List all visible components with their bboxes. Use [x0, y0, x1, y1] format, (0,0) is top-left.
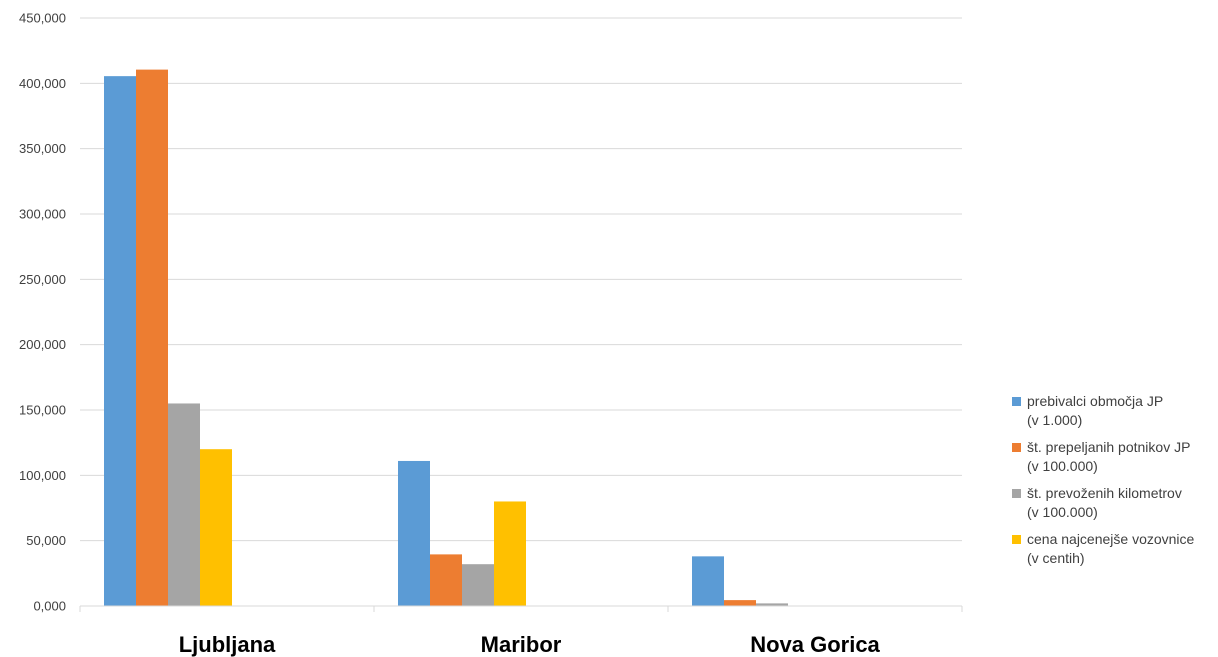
x-category-label: Ljubljana — [179, 632, 276, 657]
y-tick-label: 300,000 — [19, 207, 66, 222]
x-axis-category-labels: Ljubljana Maribor Nova Gorica — [179, 632, 881, 657]
bar — [430, 554, 462, 606]
legend-swatch — [1012, 489, 1021, 498]
y-tick-label: 350,000 — [19, 141, 66, 156]
y-tick-label: 100,000 — [19, 468, 66, 483]
y-tick-label: 400,000 — [19, 76, 66, 91]
bar — [692, 556, 724, 606]
y-tick-label: 450,000 — [19, 11, 66, 26]
y-axis-tick-labels: 0,000 50,000 100,000 150,000 200,000 250,000 3… — [19, 11, 66, 614]
bar — [168, 403, 200, 606]
legend-label: (v 1.000) — [1027, 412, 1082, 428]
y-tick-label: 250,000 — [19, 272, 66, 287]
y-tick-label: 0,000 — [33, 599, 66, 614]
y-tick-label: 50,000 — [26, 533, 66, 548]
legend-swatch — [1012, 443, 1021, 452]
bar — [724, 600, 756, 606]
legend-label: (v centih) — [1027, 550, 1085, 566]
legend-label: št. prepeljanih potnikov JP — [1027, 439, 1190, 455]
x-category-label: Nova Gorica — [750, 632, 880, 657]
y-tick-label: 150,000 — [19, 403, 66, 418]
bar — [104, 76, 136, 606]
legend-label: št. prevoženih kilometrov — [1027, 485, 1182, 501]
bars — [104, 69, 788, 606]
bar — [494, 501, 526, 606]
bar — [462, 564, 494, 606]
legend-label: (v 100.000) — [1027, 458, 1098, 474]
x-category-label: Maribor — [481, 632, 562, 657]
legend: prebivalci območja JP (v 1.000) št. prepel… — [1012, 393, 1195, 566]
bar — [136, 69, 168, 606]
x-axis — [79, 605, 963, 612]
y-tick-label: 200,000 — [19, 337, 66, 352]
bar — [200, 449, 232, 606]
bar — [756, 603, 788, 606]
legend-label: cena najcenejše vozovnice — [1027, 531, 1195, 547]
legend-label: (v 100.000) — [1027, 504, 1098, 520]
legend-swatch — [1012, 397, 1021, 406]
legend-label: prebivalci območja JP — [1027, 393, 1163, 409]
bar — [398, 460, 430, 606]
legend-swatch — [1012, 535, 1021, 544]
